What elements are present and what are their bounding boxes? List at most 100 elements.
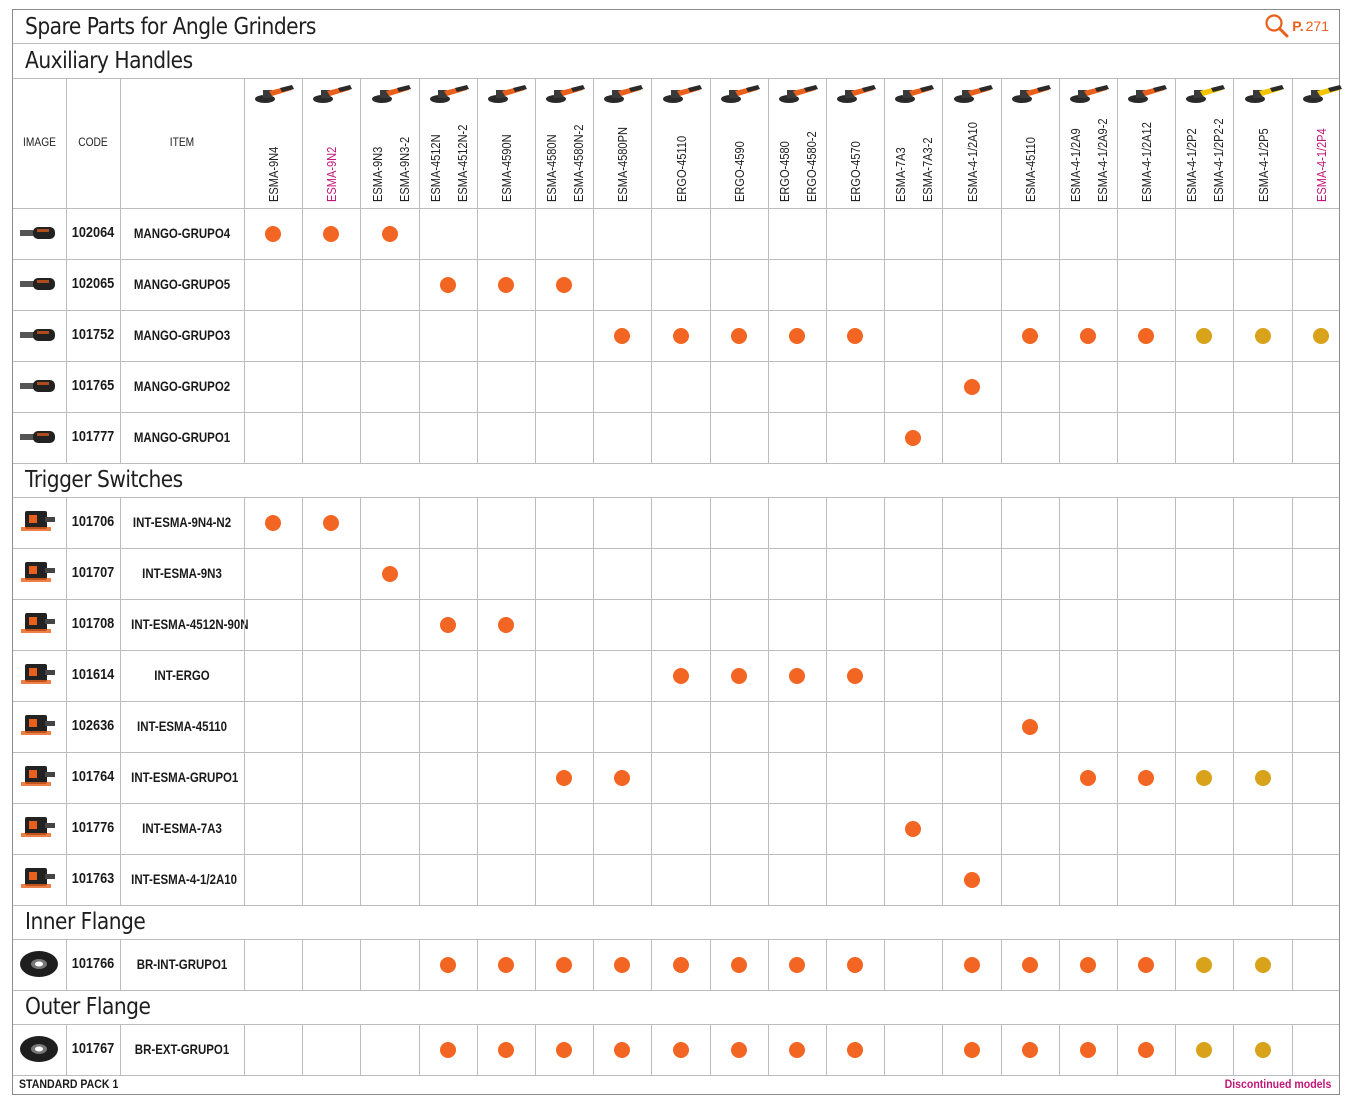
compatibility-dot <box>788 667 805 684</box>
part-item: INT-ERGO <box>154 667 210 683</box>
divider <box>1175 497 1177 905</box>
divider <box>120 78 121 208</box>
part-item: MANGO-GRUPO3 <box>133 327 231 343</box>
switch-icon <box>21 868 55 888</box>
divider <box>66 78 67 208</box>
divider <box>244 497 245 905</box>
angle-grinder-icon <box>778 85 818 103</box>
compatibility-dot <box>614 956 631 973</box>
divider <box>476 208 478 463</box>
divider <box>1000 497 1002 905</box>
compatibility-dot <box>497 1041 514 1058</box>
part-code: 102064 <box>71 224 115 241</box>
angle-grinder-icon <box>895 85 935 103</box>
compatibility-dot-discontinued <box>1254 327 1271 344</box>
divider <box>593 1024 595 1075</box>
page-reference[interactable]: P. 271 <box>1264 13 1329 39</box>
divider <box>651 939 653 990</box>
part-code: 101708 <box>71 615 115 632</box>
compatibility-dot <box>847 1041 864 1058</box>
compatibility-dot <box>323 225 340 242</box>
divider <box>13 497 1339 498</box>
part-code: 101765 <box>71 377 115 394</box>
divider <box>120 939 121 990</box>
page-ref-number: 271 <box>1305 18 1329 34</box>
divider <box>1233 1024 1235 1075</box>
divider <box>884 78 886 208</box>
spare-parts-sheet: Spare Parts for Angle Grinders P. 271 Au… <box>12 9 1342 1095</box>
divider <box>360 497 362 905</box>
compatibility-dot <box>1079 956 1096 973</box>
model-label: ERGO-4580-2 <box>803 131 819 202</box>
divider <box>767 78 769 208</box>
divider <box>942 78 944 208</box>
handle-icon <box>20 227 55 239</box>
divider <box>1058 78 1060 208</box>
compatibility-dot <box>1138 327 1155 344</box>
switch-icon <box>21 664 55 684</box>
divider <box>884 208 886 463</box>
compatibility-dot <box>1021 327 1038 344</box>
compatibility-dot <box>788 956 805 973</box>
flange-icon <box>20 951 58 977</box>
part-item: MANGO-GRUPO2 <box>133 378 231 394</box>
divider <box>120 1024 121 1075</box>
divider <box>476 939 478 990</box>
compatibility-dot-discontinued <box>1196 327 1213 344</box>
divider <box>360 1024 362 1075</box>
divider <box>709 78 711 208</box>
part-item: MANGO-GRUPO4 <box>133 225 231 241</box>
divider <box>709 939 711 990</box>
compatibility-dot <box>556 956 573 973</box>
part-item: INT-ESMA-45110 <box>137 718 227 734</box>
compatibility-dot <box>556 1041 573 1058</box>
divider <box>360 939 362 990</box>
divider <box>651 1024 653 1075</box>
divider <box>13 361 1339 362</box>
compatibility-dot <box>847 327 864 344</box>
divider <box>1117 1024 1118 1075</box>
angle-grinder-icon <box>604 85 644 103</box>
part-code: 101776 <box>71 819 115 836</box>
compatibility-dot <box>788 1041 805 1058</box>
divider <box>1058 939 1060 990</box>
compatibility-dot-discontinued <box>1196 1041 1213 1058</box>
compatibility-dot-discontinued <box>1196 769 1213 786</box>
model-label: ESMA-4-1/2P4 <box>1313 128 1329 202</box>
divider <box>476 497 478 905</box>
compatibility-dot-discontinued <box>1254 956 1271 973</box>
divider <box>593 497 595 905</box>
model-label: ESMA-4-1/2P5 <box>1255 128 1271 202</box>
divider <box>884 1024 886 1075</box>
angle-grinder-icon <box>1186 85 1226 103</box>
handle-icon <box>20 380 55 392</box>
divider <box>1000 208 1002 463</box>
compatibility-dot <box>788 327 805 344</box>
divider <box>476 78 478 208</box>
part-code: 101752 <box>71 326 115 343</box>
divider <box>1117 208 1118 463</box>
footer-standard-pack: STANDARD PACK 1 <box>19 1077 119 1091</box>
divider <box>535 208 536 463</box>
divider <box>13 701 1339 702</box>
part-item: INT-ESMA-4512N-90N <box>131 616 249 632</box>
divider <box>1233 78 1235 208</box>
handle-icon <box>20 278 55 290</box>
flange-icon <box>20 1036 58 1062</box>
compatibility-dot <box>439 1041 456 1058</box>
divider <box>13 1024 1339 1025</box>
angle-grinder-icon <box>429 85 469 103</box>
model-label: ESMA-4580N <box>544 134 560 202</box>
divider <box>767 1024 769 1075</box>
divider <box>13 752 1339 753</box>
compatibility-dot <box>614 327 631 344</box>
angle-grinder-icon <box>1128 85 1168 103</box>
compatibility-dot <box>847 667 864 684</box>
divider <box>826 208 827 463</box>
divider <box>13 259 1339 260</box>
model-label: ESMA-9N4 <box>266 146 282 202</box>
compatibility-dot <box>730 327 747 344</box>
compatibility-dot <box>672 956 689 973</box>
model-label: ESMA-4-1/2P2 <box>1184 128 1200 202</box>
compatibility-dot <box>381 565 398 582</box>
